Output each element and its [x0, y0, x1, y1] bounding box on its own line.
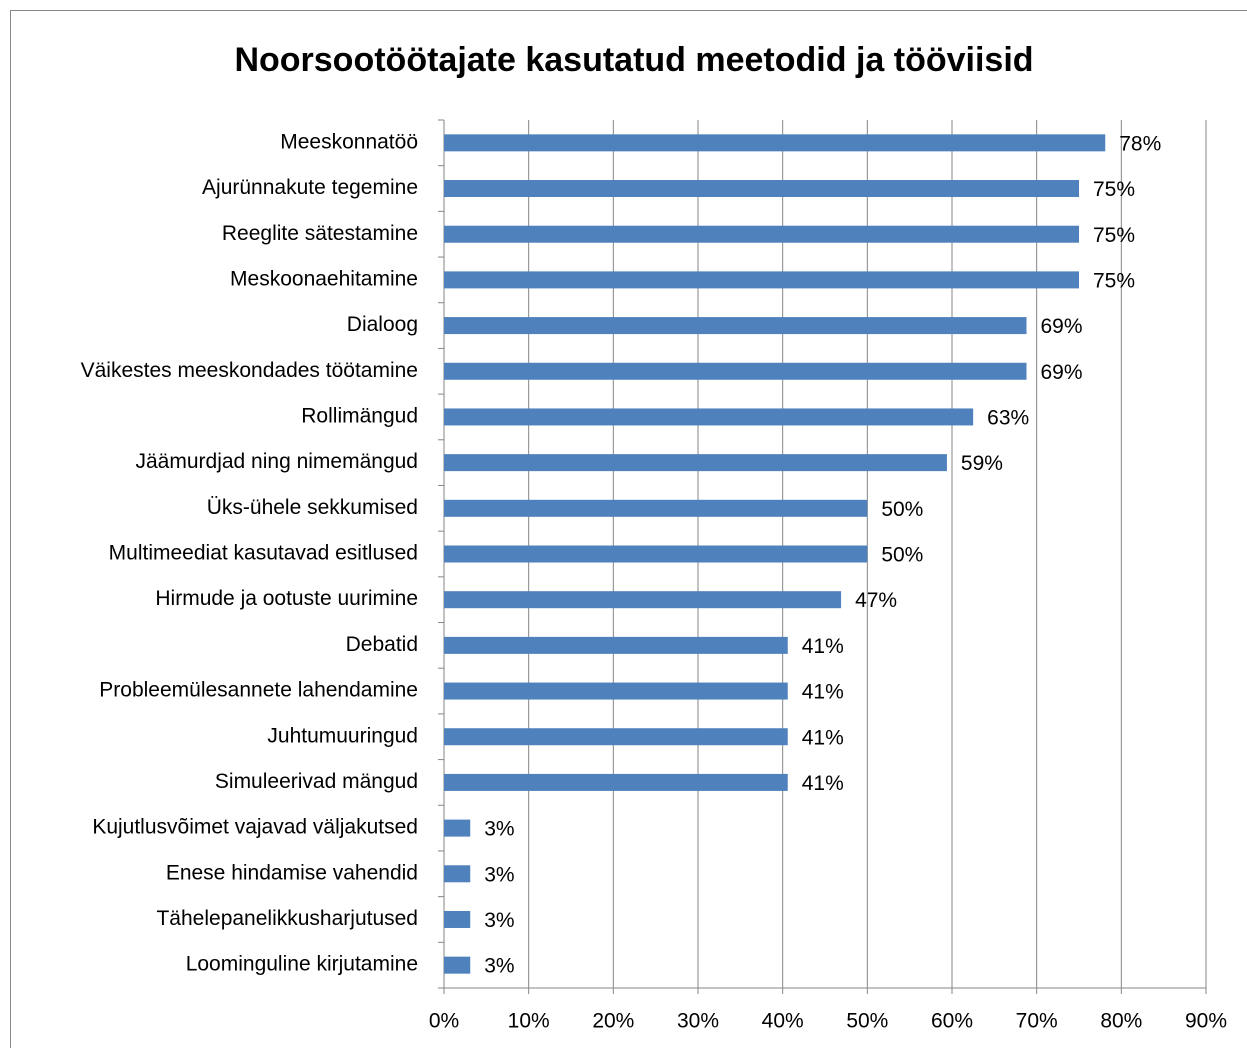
- bar: [444, 728, 788, 746]
- value-label: 47%: [855, 589, 897, 612]
- bar: [444, 408, 974, 426]
- chart-border: [10, 10, 1247, 1048]
- x-tick-label: 10%: [508, 1010, 550, 1033]
- bar: [444, 225, 1079, 243]
- category-label: Meeskonnatöö: [280, 130, 418, 153]
- category-label: Juhtumuuringud: [267, 724, 418, 747]
- x-tick-label: 80%: [1100, 1010, 1142, 1033]
- bar: [444, 271, 1079, 289]
- category-label: Jäämurdjad ning nimemängud: [135, 450, 418, 473]
- value-label: 50%: [881, 544, 923, 567]
- category-label: Hirmude ja ootuste uurimine: [155, 587, 418, 610]
- value-label: 75%: [1093, 178, 1135, 201]
- bar: [444, 773, 788, 791]
- value-label: 41%: [802, 772, 844, 795]
- category-label: Probleemülesannete lahendamine: [99, 679, 418, 702]
- category-label: Väikestes meeskondades töötamine: [81, 359, 418, 382]
- bar: [444, 317, 1027, 335]
- category-label: Debatid: [346, 633, 418, 656]
- bar: [444, 362, 1027, 380]
- bar: [444, 956, 471, 974]
- value-label: 41%: [802, 635, 844, 658]
- x-tick-label: 40%: [762, 1010, 804, 1033]
- bar: [444, 180, 1079, 198]
- value-label: 41%: [802, 681, 844, 704]
- bar: [444, 636, 788, 654]
- category-label: Tähelepanelikkusharjutused: [156, 907, 418, 930]
- x-tick-label: 50%: [846, 1010, 888, 1033]
- value-label: 75%: [1093, 269, 1135, 292]
- category-label: Dialoog: [347, 313, 418, 336]
- chart-title: Noorsootöötajate kasutatud meetodid ja t…: [234, 41, 1033, 79]
- value-label: 63%: [987, 406, 1029, 429]
- x-tick-label: 70%: [1016, 1010, 1058, 1033]
- category-label: Enese hindamise vahendid: [166, 861, 418, 884]
- value-label: 59%: [961, 452, 1003, 475]
- category-label: Multimeediat kasutavad esitlused: [109, 542, 418, 565]
- x-tick-label: 0%: [429, 1010, 459, 1033]
- value-label: 75%: [1093, 224, 1135, 247]
- category-label: Üks-ühele sekkumised: [207, 496, 418, 519]
- bar: [444, 682, 788, 700]
- category-label: Ajurünnakute tegemine: [202, 176, 418, 199]
- value-label: 3%: [484, 818, 514, 841]
- bar: [444, 910, 471, 928]
- category-label: Simuleerivad mängud: [215, 770, 418, 793]
- category-label: Rollimängud: [301, 404, 418, 427]
- bar: [444, 454, 947, 472]
- bar: [444, 865, 471, 883]
- value-label: 3%: [484, 955, 514, 978]
- category-label: Reeglite sätestamine: [222, 222, 418, 245]
- x-tick-label: 90%: [1185, 1010, 1227, 1033]
- value-label: 3%: [484, 863, 514, 886]
- bar: [444, 545, 868, 563]
- bar: [444, 134, 1106, 152]
- value-label: 69%: [1041, 361, 1083, 384]
- bar: [444, 499, 868, 517]
- category-label: Kujutlusvõimet vajavad väljakutsed: [92, 816, 418, 839]
- x-tick-label: 30%: [677, 1010, 719, 1033]
- x-tick-label: 60%: [931, 1010, 973, 1033]
- value-label: 69%: [1041, 315, 1083, 338]
- bar: [444, 591, 842, 609]
- category-label: Loominguline kirjutamine: [186, 953, 418, 976]
- x-tick-label: 20%: [592, 1010, 634, 1033]
- value-label: 78%: [1119, 132, 1161, 155]
- category-label: Meskoonaehitamine: [230, 267, 418, 290]
- value-label: 50%: [881, 498, 923, 521]
- value-label: 3%: [484, 909, 514, 932]
- value-label: 41%: [802, 726, 844, 749]
- bar: [444, 819, 471, 837]
